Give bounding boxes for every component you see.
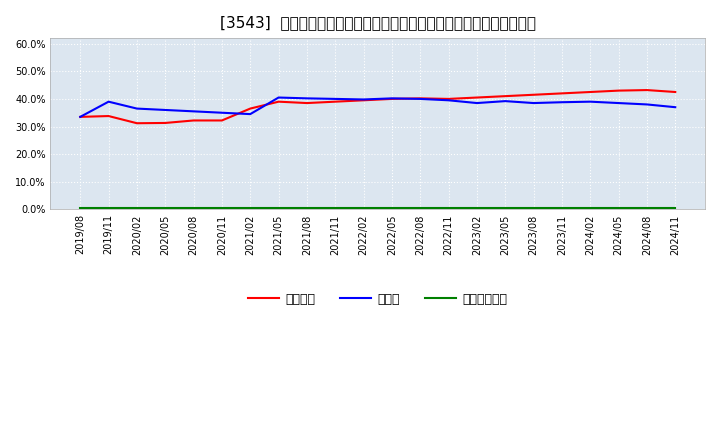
自己資本	[76, 114, 84, 120]
のれん	[76, 114, 84, 120]
のれん	[472, 100, 481, 106]
のれん	[132, 106, 141, 111]
繰延税金資産	[331, 205, 340, 211]
自己資本	[529, 92, 538, 97]
のれん	[246, 111, 255, 117]
のれん	[217, 110, 226, 115]
繰延税金資産	[416, 205, 425, 211]
のれん	[642, 102, 651, 107]
自己資本	[501, 94, 510, 99]
のれん	[614, 100, 623, 106]
Line: 自己資本: 自己資本	[80, 90, 675, 123]
のれん	[501, 99, 510, 104]
のれん	[189, 109, 198, 114]
のれん	[274, 95, 283, 100]
自己資本	[671, 89, 680, 95]
自己資本	[217, 118, 226, 123]
自己資本	[161, 120, 169, 125]
自己資本	[416, 96, 425, 101]
のれん	[104, 99, 113, 104]
自己資本	[132, 121, 141, 126]
繰延税金資産	[671, 205, 680, 211]
自己資本	[387, 96, 396, 102]
のれん	[161, 107, 169, 113]
のれん	[671, 105, 680, 110]
自己資本	[302, 100, 311, 106]
繰延税金資産	[274, 205, 283, 211]
自己資本	[472, 95, 481, 100]
Legend: 自己資本, のれん, 繰延税金資産: 自己資本, のれん, 繰延税金資産	[243, 288, 513, 311]
繰延税金資産	[76, 205, 84, 211]
繰延税金資産	[642, 205, 651, 211]
繰延税金資産	[161, 205, 169, 211]
繰延税金資産	[444, 205, 453, 211]
のれん	[416, 96, 425, 102]
自己資本	[557, 91, 566, 96]
繰延税金資産	[104, 205, 113, 211]
のれん	[557, 99, 566, 105]
Line: のれん: のれん	[80, 98, 675, 117]
のれん	[586, 99, 595, 104]
のれん	[387, 96, 396, 101]
のれん	[359, 97, 368, 102]
Title: [3543]  自己資本、のれん、繰延税金資産の総資産に対する比率の推移: [3543] 自己資本、のれん、繰延税金資産の総資産に対する比率の推移	[220, 15, 536, 30]
繰延税金資産	[189, 205, 198, 211]
繰延税金資産	[132, 205, 141, 211]
繰延税金資産	[302, 205, 311, 211]
自己資本	[331, 99, 340, 104]
繰延税金資産	[387, 205, 396, 211]
のれん	[529, 100, 538, 106]
のれん	[302, 96, 311, 101]
繰延税金資産	[586, 205, 595, 211]
繰延税金資産	[472, 205, 481, 211]
繰延税金資産	[246, 205, 255, 211]
繰延税金資産	[359, 205, 368, 211]
自己資本	[614, 88, 623, 93]
繰延税金資産	[557, 205, 566, 211]
自己資本	[586, 89, 595, 95]
自己資本	[359, 98, 368, 103]
のれん	[444, 98, 453, 103]
自己資本	[104, 114, 113, 119]
繰延税金資産	[217, 205, 226, 211]
繰延税金資産	[501, 205, 510, 211]
自己資本	[642, 88, 651, 93]
繰延税金資産	[529, 205, 538, 211]
自己資本	[189, 118, 198, 123]
自己資本	[274, 99, 283, 104]
自己資本	[444, 96, 453, 102]
繰延税金資産	[614, 205, 623, 211]
自己資本	[246, 106, 255, 111]
のれん	[331, 96, 340, 102]
